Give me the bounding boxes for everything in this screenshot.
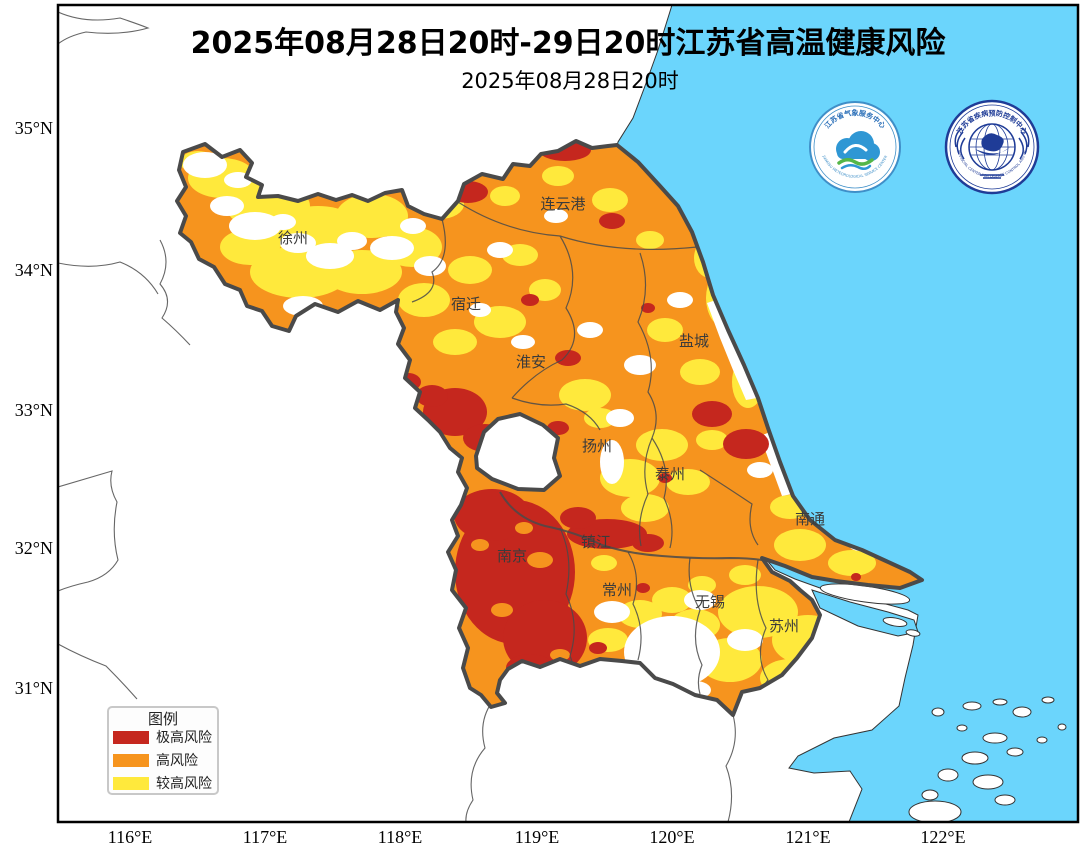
city-label-huaian: 淮安 [516,353,546,371]
city-label-wuxi: 无锡 [695,593,725,611]
xtick-122e: 122°E [920,827,965,847]
meteorological-center-logo-icon: 江苏省气象服务中心 JIANGSU METEOROLOGICAL SERVICE… [809,101,901,193]
outside-province-borders [58,11,736,822]
legend-label-high: 高风险 [156,752,198,769]
y-axis-labels: 35°N 34°N 33°N 32°N 31°N [15,118,53,698]
city-label-suzhou: 苏州 [769,617,799,635]
city-label-changzhou: 常州 [602,581,632,599]
city-label-nantong: 南通 [795,510,825,528]
map-title: 2025年08月28日20时-29日20时江苏省高温健康风险 [191,26,947,61]
city-labels: 徐州 连云港 宿迁 淮安 盐城 扬州 泰州 南通 镇江 南京 常州 无锡 苏州 [278,195,825,635]
x-axis-labels: 116°E 117°E 118°E 119°E 120°E 121°E 122°… [108,827,966,847]
ytick-31n: 31°N [15,678,53,698]
high-risk-accents [471,522,570,661]
laurel-icon [954,127,1030,179]
xtick-118e: 118°E [378,827,423,847]
city-label-yangzhou: 扬州 [582,437,612,455]
legend-label-extreme: 极高风险 [156,729,212,746]
enclave-outline [474,412,562,492]
city-label-lianyungang: 连云港 [540,195,585,213]
cloud-icon [836,131,880,170]
xtick-121e: 121°E [785,827,830,847]
legend-swatch-moderate [113,777,149,790]
xtick-120e: 120°E [649,827,694,847]
xtick-119e: 119°E [515,827,560,847]
legend-title: 图例 [148,710,178,728]
islands [819,583,1067,822]
ytick-32n: 32°N [15,538,53,558]
city-label-taizhou: 泰州 [655,465,685,483]
city-label-yancheng: 盐城 [679,332,709,350]
yangtze-river [499,491,763,561]
legend-swatch-high [113,754,149,767]
legend: 图例 极高风险 高风险 较高风险 [107,706,219,795]
map-frame [56,3,1080,824]
city-borders [411,201,769,695]
ytick-34n: 34°N [15,260,53,280]
xtick-116e: 116°E [108,827,153,847]
city-label-zhenjiang: 镇江 [581,533,611,551]
legend-label-moderate: 较高风险 [156,775,212,792]
cdc-logo-icon: 江苏省疾病预防控制中心 JIANGSU PROVINCIAL CENTER FO… [944,99,1040,195]
map-subtitle: 2025年08月28日20时 [461,69,679,93]
extreme-risk-patches [395,141,861,682]
city-label-suqian: 宿迁 [451,295,481,313]
city-label-nanjing: 南京 [497,547,527,565]
jiangsu-province-border [175,139,924,717]
city-label-xuzhou: 徐州 [278,229,308,247]
legend-swatch-extreme [113,731,149,744]
xtick-117e: 117°E [243,827,288,847]
ytick-33n: 33°N [15,400,53,420]
ytick-35n: 35°N [15,118,53,138]
